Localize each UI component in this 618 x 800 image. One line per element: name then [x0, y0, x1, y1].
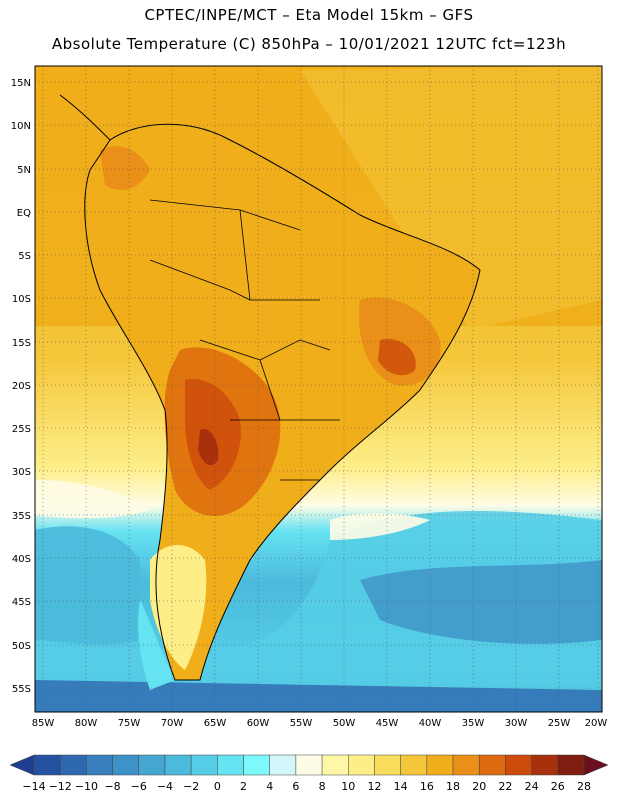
colorbar-cell [33, 754, 61, 776]
colorbar-cell [400, 754, 428, 776]
colorbar-label: 10 [341, 780, 355, 793]
lat-label: 10N [11, 121, 31, 132]
lon-label: 70W [161, 718, 184, 729]
colorbar-cell [505, 754, 532, 776]
map-frame [34, 65, 603, 713]
lon-label: 30W [505, 718, 528, 729]
lon-label: 75W [118, 718, 141, 729]
colorbar-cell [112, 754, 140, 776]
colorbar-label: −14 [22, 780, 45, 793]
lat-label: 30S [12, 467, 31, 478]
lat-label: 10S [12, 294, 31, 305]
colorbar-cell [478, 754, 506, 776]
colorbar-label: 18 [446, 780, 460, 793]
lat-label: 50S [12, 641, 31, 652]
lat-label: EQ [17, 208, 31, 219]
colorbar-cell [452, 754, 480, 776]
colorbar-label: 24 [525, 780, 539, 793]
temperature-map: 15N 10N 5N EQ 5S 10S 15S 20S 25S 30S 35S… [11, 65, 608, 729]
colorbar-label: 28 [577, 780, 591, 793]
lat-label: 15S [12, 338, 31, 349]
lon-label: 45W [376, 718, 399, 729]
colorbar-cell [190, 754, 218, 776]
latitude-labels: 15N 10N 5N EQ 5S 10S 15S 20S 25S 30S 35S… [11, 78, 31, 695]
colorbar-arrow-high [583, 754, 609, 776]
colorbar-cell [295, 754, 323, 776]
colorbar-label: −4 [157, 780, 173, 793]
lon-label: 35W [462, 718, 485, 729]
colorbar-cell [217, 754, 244, 776]
title-line-2: Absolute Temperature (C) 850hPa – 10/01/… [51, 35, 567, 53]
colorbar-label: 12 [367, 780, 381, 793]
lat-label: 15N [11, 78, 31, 89]
colorbar-labels: −14 −12 −10 −8 −6 −4 −2 0 2 4 6 8 10 12 14 16 18 20 22 24 26… [22, 780, 591, 793]
lon-label: 20W [585, 718, 608, 729]
lon-label: 55W [290, 718, 313, 729]
lon-label: 40W [419, 718, 442, 729]
lat-label: 5S [18, 251, 31, 262]
colorbar-label: −6 [131, 780, 147, 793]
colorbar-label: 6 [292, 780, 299, 793]
colorbar-label: 8 [319, 780, 326, 793]
colorbar-cell [426, 754, 454, 776]
colorbar-cell [374, 754, 401, 776]
colorbar-cell [321, 754, 349, 776]
lat-label: 40S [12, 554, 31, 565]
longitude-labels: 85W 80W 75W 70W 65W 60W 55W 50W 45W 40W … [32, 718, 608, 729]
colorbar-label: −12 [49, 780, 72, 793]
lon-label: 25W [548, 718, 571, 729]
colorbar-label: 4 [266, 780, 273, 793]
lat-label: 35S [12, 511, 31, 522]
colorbar-arrow-low [9, 754, 35, 776]
lon-label: 85W [32, 718, 55, 729]
colorbar-label: −8 [104, 780, 120, 793]
colorbar-label: 0 [214, 780, 221, 793]
lat-label: 5N [17, 165, 31, 176]
colorbar-cell [531, 754, 559, 776]
colorbar-cell [557, 754, 585, 776]
colorbar-label: 16 [420, 780, 434, 793]
colorbar-label: 22 [498, 780, 512, 793]
lat-label: 20S [12, 381, 31, 392]
title-line-1: CPTEC/INPE/MCT – Eta Model 15km – GFS [144, 6, 474, 24]
colorbar-label: −2 [183, 780, 199, 793]
colorbar-cell [243, 754, 270, 776]
colorbar-cell [59, 754, 87, 776]
lat-label: 25S [12, 424, 31, 435]
colorbar-label: 2 [240, 780, 247, 793]
colorbar-label: 14 [394, 780, 408, 793]
lon-label: 80W [75, 718, 98, 729]
colorbar: −14 −12 −10 −8 −6 −4 −2 0 2 4 6 8 10 12 14 16 18 20 22 24 26… [9, 754, 609, 793]
lon-label: 50W [333, 718, 356, 729]
lon-label: 65W [204, 718, 227, 729]
colorbar-cell [348, 754, 375, 776]
colorbar-cell [86, 754, 113, 776]
lat-label: 45S [12, 597, 31, 608]
colorbar-label: 20 [472, 780, 486, 793]
colorbar-cell [164, 754, 192, 776]
colorbar-cell [138, 754, 166, 776]
lon-label: 60W [247, 718, 270, 729]
colorbar-cells [9, 754, 609, 776]
colorbar-cell [269, 754, 297, 776]
map-field [35, 66, 602, 712]
colorbar-label: 26 [551, 780, 565, 793]
lat-label: 55S [12, 684, 31, 695]
colorbar-label: −10 [75, 780, 98, 793]
